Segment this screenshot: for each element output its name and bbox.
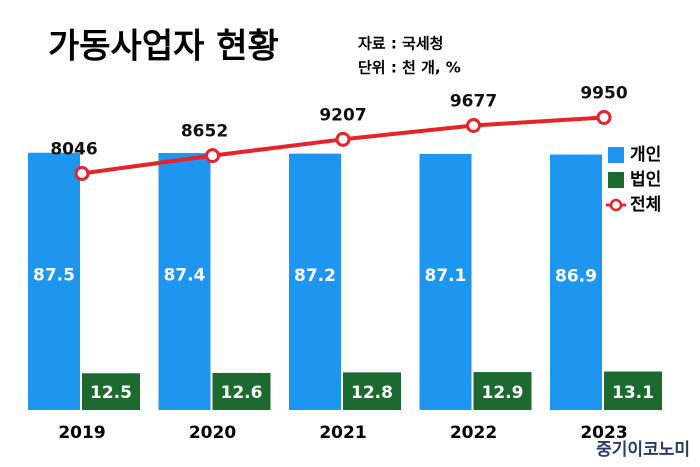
value-label: 86.9 [555, 266, 597, 286]
legend-swatch [608, 172, 624, 188]
bar [343, 372, 401, 410]
value-label: 13.1 [612, 383, 654, 403]
line-point [335, 131, 351, 147]
line-point [74, 165, 90, 181]
bar [289, 153, 341, 410]
x-tick-label: 2023 [580, 423, 627, 443]
bar [550, 154, 602, 410]
legend-label: 개인 [630, 145, 661, 165]
bar [473, 372, 532, 410]
legend-label: 법인 [630, 170, 661, 190]
bar [419, 153, 472, 410]
value-label: 12.9 [482, 383, 524, 403]
line-point [596, 109, 612, 125]
source: 자료 : 국세청 [358, 35, 443, 53]
bar [212, 372, 271, 410]
value-label: 8652 [181, 122, 228, 142]
bar [158, 153, 211, 410]
chart-title: 가동사업자 현황 [48, 27, 279, 67]
x-tick-label: 2020 [189, 423, 236, 443]
value-label: 87.5 [33, 265, 75, 285]
value-label: 9207 [319, 105, 366, 125]
line-point [205, 148, 220, 164]
value-label: 87.4 [164, 266, 206, 286]
bar [82, 373, 140, 410]
value-label: 9950 [580, 83, 627, 103]
value-label: 12.6 [221, 383, 263, 403]
x-tick-label: 2019 [58, 423, 105, 443]
value-label: 9677 [450, 91, 497, 111]
bar [28, 152, 80, 410]
legend-swatch [609, 198, 623, 212]
value-label: 12.8 [351, 383, 393, 403]
x-tick-label: 2022 [450, 423, 497, 443]
x-tick-label: 2021 [319, 423, 366, 443]
line-point [466, 117, 481, 133]
value-label: 8046 [50, 139, 97, 159]
value-label: 87.1 [425, 266, 467, 286]
legend-swatch [608, 147, 624, 163]
value-label: 12.5 [90, 383, 132, 403]
legend-label: 전체 [630, 195, 661, 215]
unit-note: 단위 : 천 개, % [358, 59, 461, 77]
bar [604, 371, 662, 410]
value-label: 87.2 [294, 266, 336, 286]
credit: 중기이코노미 [596, 440, 690, 460]
